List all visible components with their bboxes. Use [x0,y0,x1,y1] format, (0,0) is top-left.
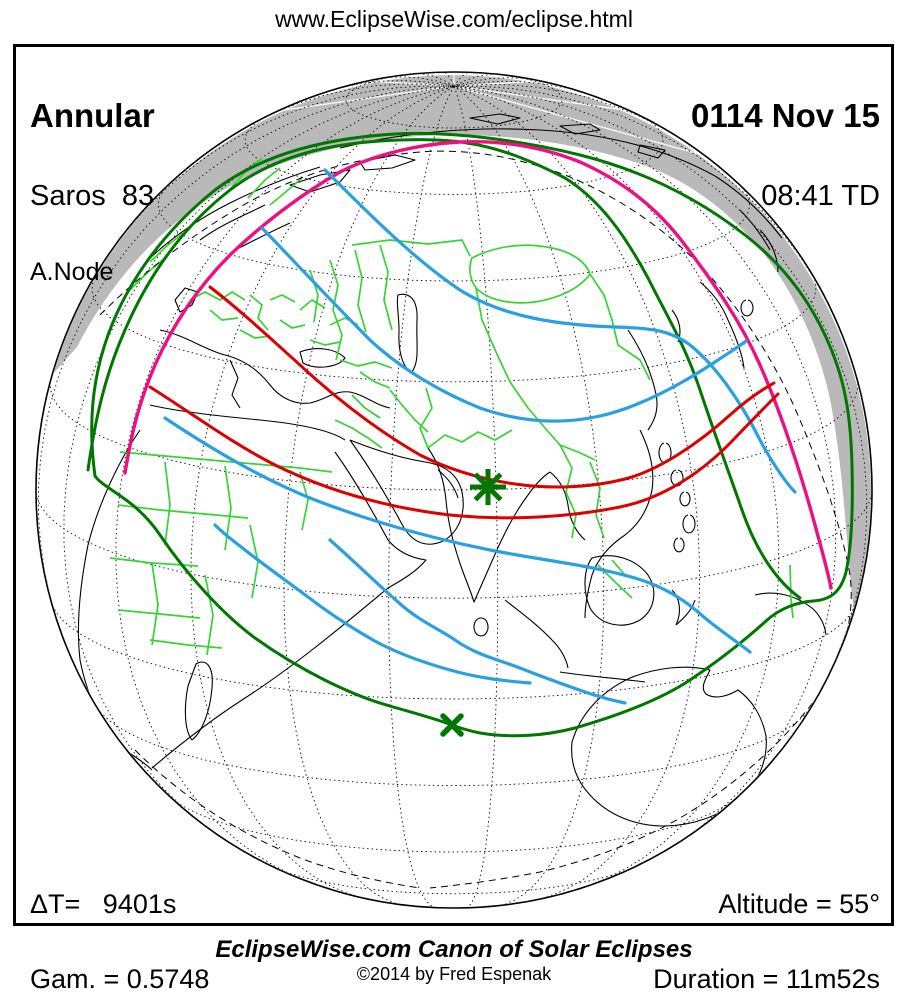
auxiliary-dashed-curves [99,150,852,889]
gamma-value: Gam. = 0.5748 [30,964,210,995]
coastline [549,471,586,541]
coastline [151,587,389,769]
country-border [419,387,513,449]
country-border [351,239,471,257]
country-border [544,427,605,539]
graticule [37,73,871,907]
coastline [149,404,346,441]
coastline [77,429,153,771]
coastline [584,555,655,626]
coastline [671,589,696,626]
coastline [584,429,654,619]
globe-contents [37,73,871,907]
coastline [699,281,754,369]
coastline [627,329,658,431]
dashed-curve [134,749,421,889]
coastline [349,439,464,545]
greatest-eclipse-star [470,469,506,505]
coastline [427,447,551,603]
eclipse-curves [86,131,854,738]
eclipse-info-top-right: 0114 Nov 15 08:41 TD [691,54,880,256]
penumbral-limit [123,140,833,590]
eclipse-time-label: 08:41 TD [761,180,880,213]
card-frame [13,44,894,926]
country-border [339,359,393,369]
coastline [396,293,418,373]
country-border [469,244,591,304]
coastline [387,539,427,589]
max-eclipse-contour-3 [163,416,752,654]
country-border [119,451,333,473]
path-limit-north [208,285,776,489]
star-center [481,480,495,494]
coastline [714,175,783,273]
eclipse-info-bottom-left: ΔT= 9401s Gam. = 0.5748 [30,846,209,1004]
coastline [504,599,569,669]
coastline [571,666,767,827]
node-label: A.Node [30,258,114,287]
rise-set-limit-inner [86,138,802,600]
country-borders [109,157,794,656]
rise-set-limit-outer [90,131,854,738]
saros-label: Saros 83 [30,180,155,213]
country-border [597,559,633,599]
delta-t-value: ΔT= 9401s [30,888,177,919]
coastline [299,348,346,368]
coastline [359,154,416,171]
footer-copyright: ©2014 by Fred Espenak [356,964,552,984]
max-eclipse-contour-2 [323,168,797,494]
max-eclipse-contour-5 [213,523,532,685]
sub-solar-x [440,713,464,737]
country-border [334,371,429,449]
country-border [789,564,794,619]
coastline [229,359,241,409]
coastline [334,439,405,541]
altitude-value: Altitude = 55° [718,888,880,919]
country-border [475,273,651,429]
polar-meridian-highlight [453,85,707,157]
path-limit-south [148,385,780,520]
x-stroke [440,713,464,737]
coastline [339,128,716,177]
dashed-curve [99,150,852,889]
globe-limb [35,71,873,909]
coastline [159,329,391,409]
coastline [184,661,213,741]
coastline [469,113,666,159]
max-eclipse-contour-4 [328,538,627,705]
max-eclipse-contour-1 [260,226,748,423]
country-border [309,244,393,361]
polar-meridian-highlight [276,85,455,112]
footer-title: EclipseWise.com Canon of Solar Eclipses [215,936,693,963]
eclipse-date-label: 0114 Nov 15 [691,96,880,134]
country-border [189,291,359,346]
duration-value: Duration = 11m52s [653,964,880,995]
coastline [559,671,646,683]
eclipse-info-top-left: Annular Saros 83 A.Node [30,54,155,329]
polar-meridian-highlight [453,85,632,112]
coastline [473,617,489,637]
eclipse-type-label: Annular [30,96,155,134]
page-title: www.EclipseWise.com/eclipse.html [275,6,633,32]
country-border [109,471,309,656]
coastline [149,166,321,259]
eclipse-info-bottom-right: Altitude = 55° Duration = 11m52s [653,846,880,1004]
coastline [754,592,827,636]
